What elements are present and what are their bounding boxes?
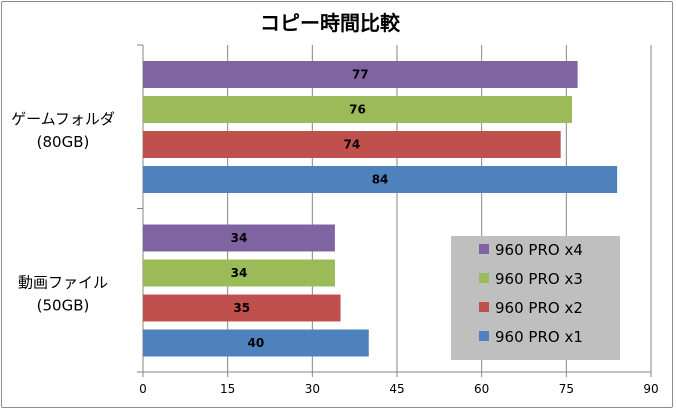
x-tick-labels: 0 15 30 45 60 75 90	[139, 382, 658, 396]
data-label: 34	[231, 266, 248, 280]
data-label: 40	[248, 336, 265, 350]
chart-title: コピー時間比較	[260, 11, 401, 35]
bar	[143, 294, 341, 322]
x-tick-label: 75	[559, 382, 574, 396]
category-label: 動画ファイル	[18, 273, 108, 291]
legend-entry: 960 PRO x2	[495, 299, 583, 317]
x-tick-label: 0	[139, 382, 147, 396]
category-label-sub: (80GB)	[37, 133, 90, 151]
x-tick-label: 30	[305, 382, 320, 396]
legend-swatch	[479, 273, 489, 283]
x-tick-label: 60	[474, 382, 489, 396]
data-label: 77	[352, 68, 369, 82]
data-label: 34	[231, 231, 248, 245]
bar	[143, 96, 572, 123]
legend-swatch	[479, 331, 489, 341]
data-label: 84	[372, 173, 389, 187]
legend: 960 PRO x4 960 PRO x3 960 PRO x2 960 PRO x1	[451, 236, 620, 360]
bar	[143, 131, 561, 158]
legend-swatch	[479, 244, 489, 254]
data-label: 74	[343, 138, 360, 152]
legend-entry: 960 PRO x1	[495, 328, 583, 346]
x-tick-label: 15	[220, 382, 235, 396]
legend-swatch	[479, 302, 489, 312]
data-label: 76	[349, 103, 366, 117]
bar	[143, 224, 335, 252]
bars: 77 76 74 84 34 34 35 40	[143, 61, 618, 357]
data-label: 35	[233, 301, 250, 315]
x-tick-label: 45	[389, 382, 404, 396]
category-label: ゲームフォルダ	[11, 110, 115, 128]
bar	[143, 329, 369, 357]
x-tick-label: 90	[643, 382, 658, 396]
legend-entry: 960 PRO x3	[495, 270, 583, 288]
bar	[143, 166, 618, 193]
legend-entry: 960 PRO x4	[495, 241, 583, 259]
category-labels: ゲームフォルダ (80GB) 動画ファイル (50GB)	[11, 110, 115, 315]
bar	[143, 61, 578, 88]
bar	[143, 259, 335, 287]
category-label-sub: (50GB)	[37, 296, 90, 314]
